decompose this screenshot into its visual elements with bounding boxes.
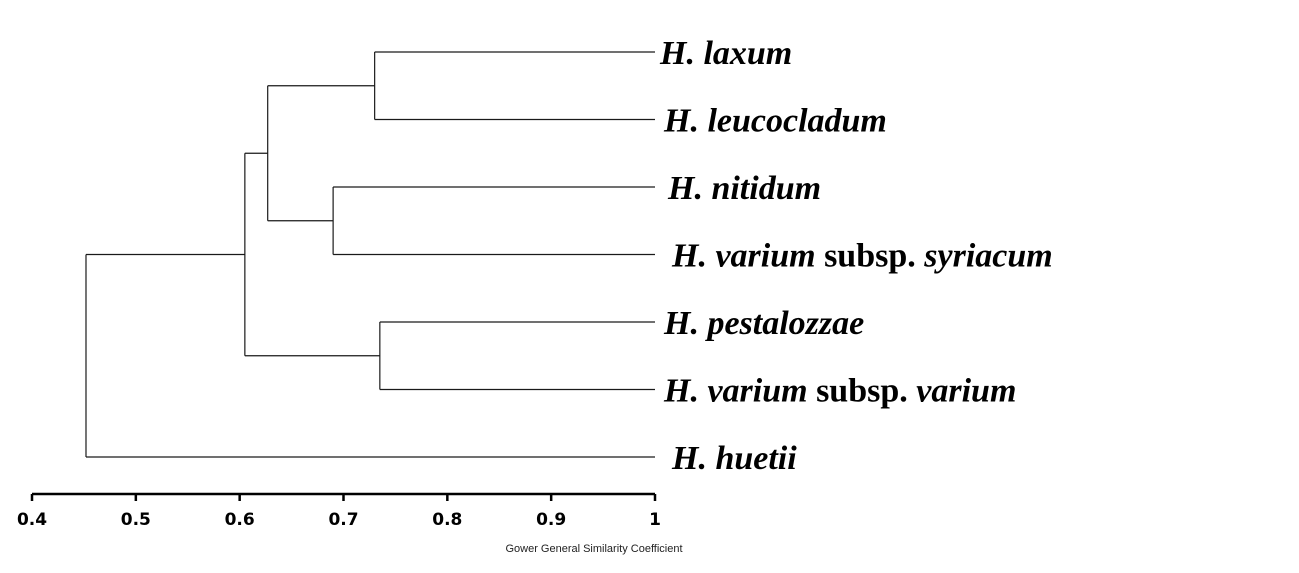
x-axis: 0.4 0.5 0.6 0.7 0.8 0.9 1: [17, 492, 661, 530]
x-axis-title: Gower General Similarity Coefficient: [505, 543, 682, 555]
x-tick-label: 1: [649, 510, 661, 530]
x-tick-label: 0.5: [121, 510, 151, 530]
leaf-label-part: H. huetii: [671, 440, 797, 477]
leaf-label-pestalozzae: H. pestalozzae: [663, 305, 864, 342]
leaf-label-part: H. varium: [671, 238, 824, 275]
leaf-label-part: H. varium: [663, 373, 816, 410]
leaf-label-part: H. nitidum: [667, 170, 821, 207]
leaf-label-part: H. laxum: [659, 35, 792, 72]
leaf-label-part: subsp.: [816, 373, 916, 410]
leaf-label-part: H. leucocladum: [663, 103, 887, 140]
branches: [85, 51, 655, 458]
leaf-label-huetii: H. huetii: [671, 440, 797, 477]
x-tick-label: 0.6: [225, 510, 255, 530]
leaf-label-nitidum: H. nitidum: [667, 170, 821, 207]
leaf-label-laxum: H. laxum: [659, 35, 792, 72]
leaf-label-part: syriacum: [923, 238, 1052, 275]
leaf-label-syriacum: H. varium subsp. syriacum: [671, 238, 1053, 275]
leaf-label-leucocladum: H. leucocladum: [663, 103, 887, 140]
leaf-label-part: subsp.: [824, 238, 924, 275]
leaf-label-part: varium: [916, 373, 1016, 410]
x-tick-label: 0.7: [328, 510, 358, 530]
x-tick-label: 0.9: [536, 510, 566, 530]
leaf-labels: H. laxum H. leucocladum H. nitidum H. variu…: [659, 35, 1053, 477]
x-tick-label: 0.4: [17, 510, 47, 530]
leaf-label-varium: H. varium subsp. varium: [663, 373, 1016, 410]
leaf-label-part: H. pestalozzae: [663, 305, 864, 342]
x-tick-label: 0.8: [432, 510, 462, 530]
